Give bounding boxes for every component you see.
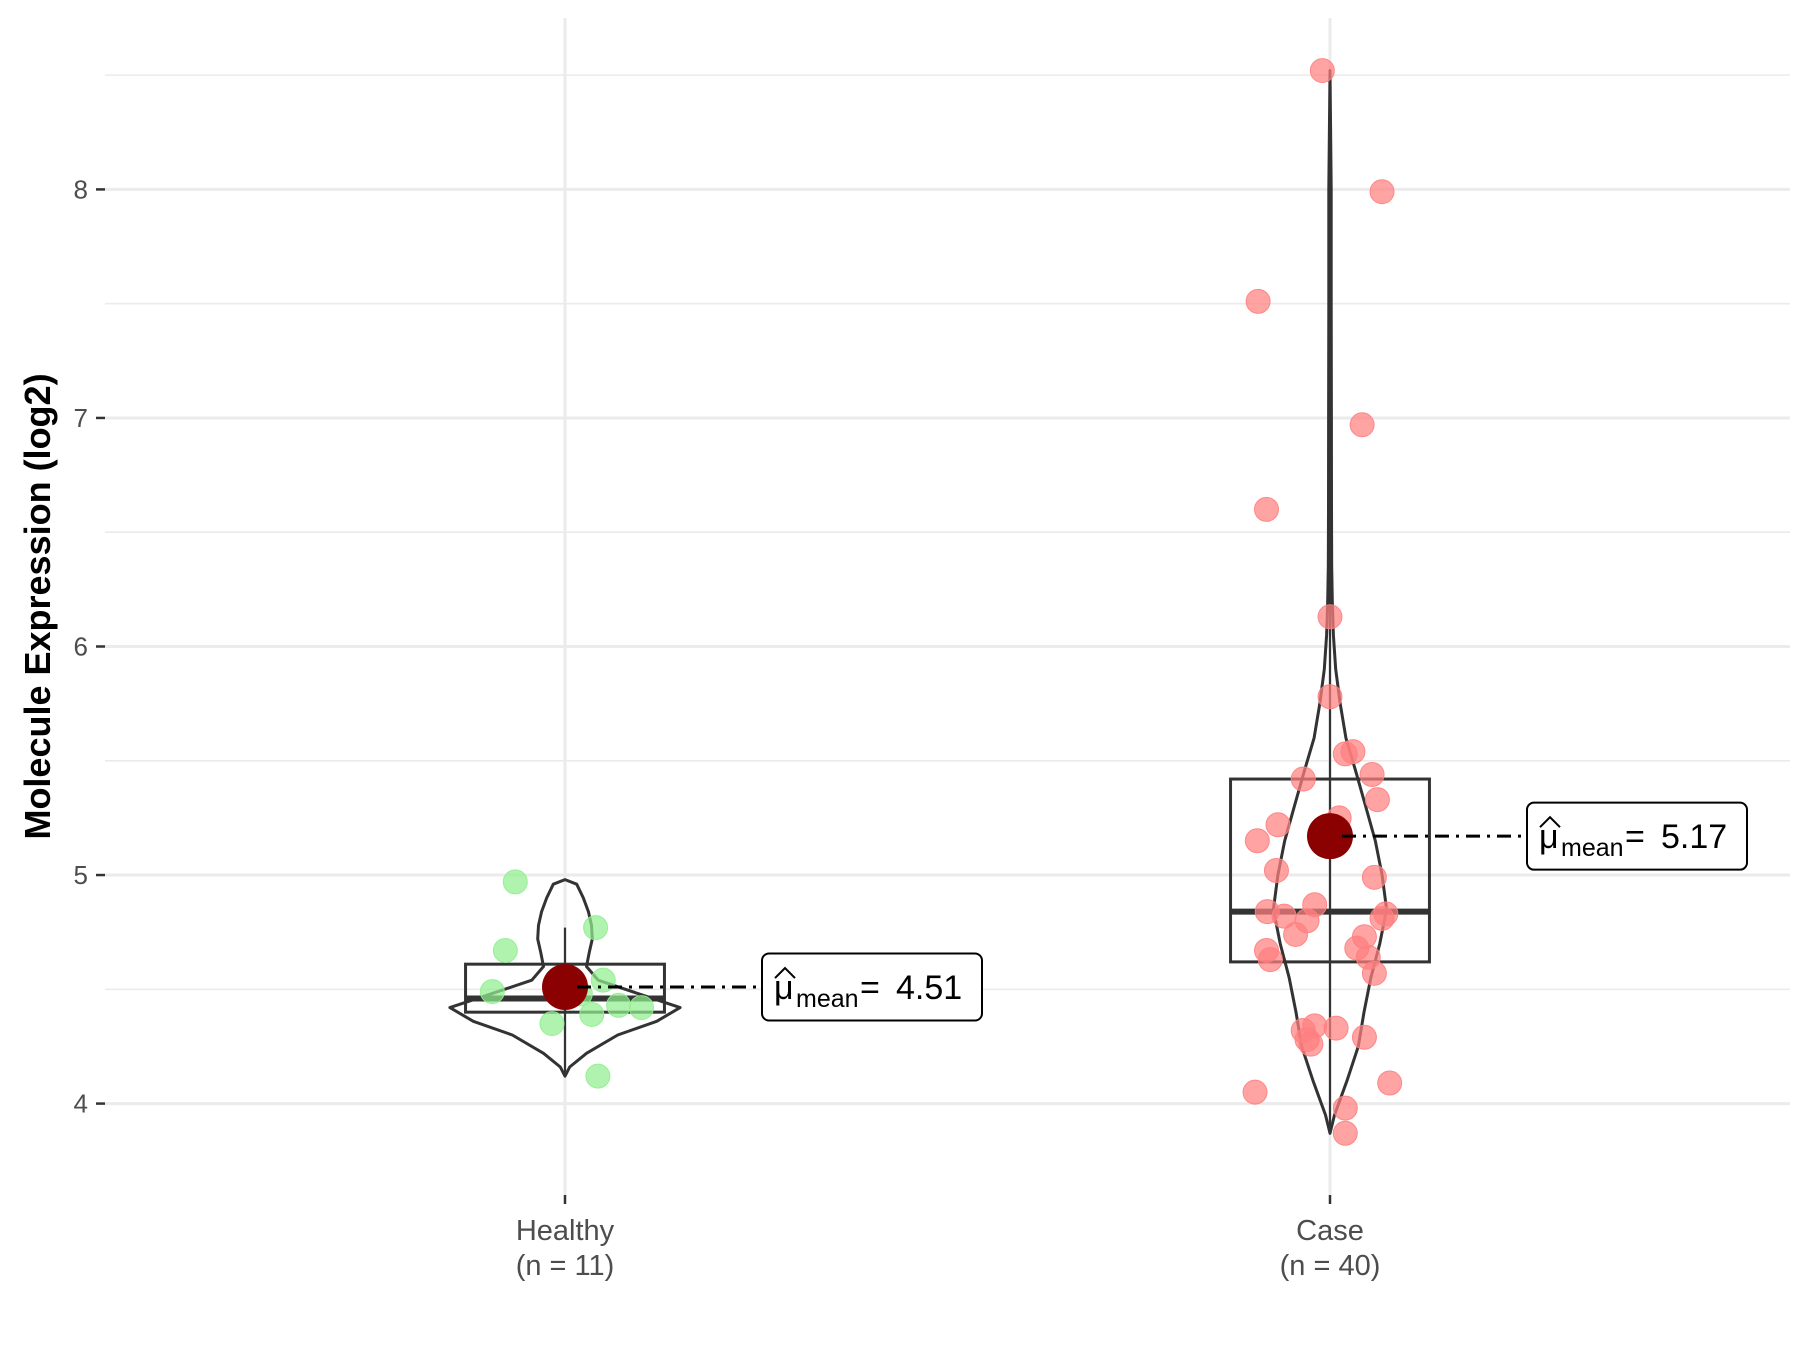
equals-sign: =: [1625, 818, 1645, 856]
mean-value-label: 5.17: [1661, 818, 1727, 856]
mean-annotation-healthy: μ mean = 4.51: [577, 952, 983, 1022]
box-iqr: [1229, 777, 1431, 964]
equals-sign: =: [860, 969, 880, 1007]
data-point: [1349, 412, 1375, 438]
data-point: [579, 1001, 605, 1027]
x-tick-case: Case (n = 40): [1280, 1195, 1381, 1282]
data-point: [492, 937, 518, 963]
data-point: [1364, 787, 1390, 813]
data-point: [1351, 1024, 1377, 1050]
violin-outline: [448, 878, 682, 1078]
x-tick-healthy: Healthy (n = 11): [516, 1195, 615, 1282]
data-point: [1317, 684, 1343, 710]
groups: [448, 58, 1431, 1146]
data-point: [479, 979, 505, 1005]
x-tick-count-case: (n = 40): [1280, 1250, 1381, 1282]
data-point: [1245, 288, 1271, 314]
data-point: [629, 995, 654, 1021]
mean-point: [542, 964, 588, 1011]
mean-subscript: mean: [1561, 834, 1624, 862]
data-point: [1332, 1120, 1358, 1146]
mu-symbol: μ: [774, 969, 794, 1007]
data-point: [1340, 739, 1366, 765]
data-point: [1254, 496, 1280, 522]
data-point: [585, 1063, 611, 1089]
data-point: [1377, 1070, 1403, 1096]
mean-annotations: μ mean = 4.51 μ mean = 5.17: [577, 801, 1748, 1022]
y-tick-label: 6: [74, 631, 88, 661]
y-tick-label: 8: [74, 174, 88, 204]
data-point: [1317, 604, 1343, 630]
x-tick-label-healthy: Healthy: [516, 1215, 615, 1247]
data-point: [1298, 1031, 1324, 1057]
mean-subscript: mean: [796, 985, 859, 1013]
mean-value-label: 4.51: [896, 969, 962, 1007]
y-axis: 4 5 6 7 8: [74, 174, 105, 1119]
data-point: [539, 1011, 565, 1037]
data-point: [606, 992, 632, 1018]
hat-icon: [1539, 815, 1561, 828]
data-point: [1244, 828, 1270, 854]
y-tick-label: 4: [74, 1089, 88, 1119]
hat-icon: [774, 966, 796, 979]
y-tick-label: 5: [74, 860, 88, 890]
mean-label-box: [1526, 801, 1748, 871]
data-point: [1242, 1079, 1268, 1105]
x-tick-count-healthy: (n = 11): [516, 1250, 615, 1282]
data-point: [1257, 947, 1283, 973]
data-point: [1290, 766, 1316, 792]
mean-annotation-case: μ mean = 5.17: [1342, 801, 1748, 871]
data-point: [1323, 1015, 1349, 1041]
y-tick-label: 7: [74, 403, 88, 433]
group-case: [1229, 58, 1431, 1146]
data-point: [1263, 857, 1289, 883]
data-point: [1361, 864, 1387, 890]
data-point: [1369, 179, 1395, 205]
mean-point: [1307, 813, 1353, 860]
data-point: [502, 869, 528, 895]
data-point: [1309, 58, 1335, 84]
x-tick-label-case: Case: [1296, 1215, 1364, 1247]
data-point: [1332, 1095, 1358, 1121]
mu-symbol: μ: [1539, 818, 1559, 856]
data-point: [1265, 812, 1291, 838]
data-point: [583, 915, 609, 941]
data-point: [1361, 960, 1387, 986]
mean-label-box: [761, 952, 983, 1022]
data-point: [1369, 905, 1395, 931]
x-axis: Healthy (n = 11) Case (n = 40): [516, 1195, 1381, 1282]
data-point: [1283, 921, 1309, 947]
data-point: [590, 967, 616, 993]
group-healthy: [448, 869, 682, 1089]
y-axis-title: Molecule Expression (log2): [17, 373, 58, 839]
data-point: [1359, 761, 1385, 787]
